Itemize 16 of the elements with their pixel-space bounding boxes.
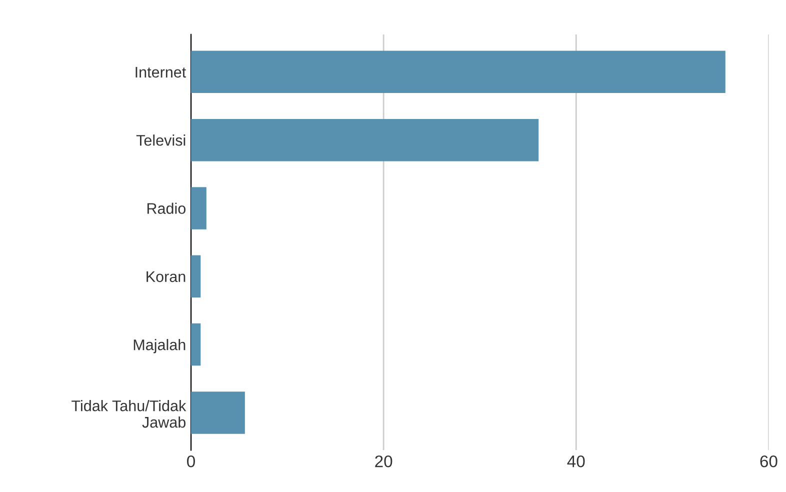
x-tick-label: 60 bbox=[760, 455, 778, 468]
y-tick-label: Majalah bbox=[134, 339, 186, 354]
x-tick-label: 40 bbox=[567, 455, 585, 468]
bar bbox=[191, 323, 201, 366]
bar bbox=[191, 392, 245, 434]
y-tick-label: Tidak Tahu/Tidak Jawab bbox=[72, 400, 186, 428]
y-tick-label: Internet bbox=[136, 66, 186, 78]
x-tick-label: 20 bbox=[375, 455, 392, 468]
bar bbox=[191, 118, 539, 162]
y-tick-label: Radio bbox=[147, 202, 186, 214]
bar bbox=[191, 187, 206, 230]
y-tick-label: Televisi bbox=[136, 134, 186, 146]
x-tick-label: 0 bbox=[187, 455, 195, 468]
y-tick-label: Koran bbox=[146, 271, 186, 282]
bar bbox=[191, 50, 726, 94]
bar bbox=[191, 255, 201, 298]
